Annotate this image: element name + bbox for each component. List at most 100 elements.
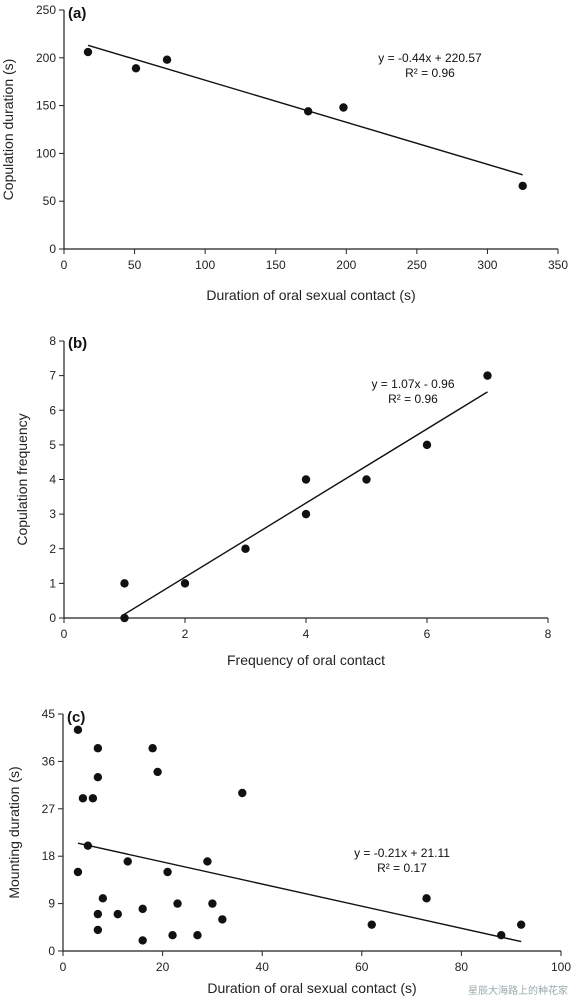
data-point	[93, 773, 103, 782]
r-squared-label: R² = 0.96	[405, 66, 455, 80]
y-tick-label: 1	[49, 576, 56, 590]
y-tick-label: 5	[49, 438, 56, 452]
scatter-panel-3: 0 9 18 27 36 45 0 20 40 60 80 100 Duration of oral s…	[6, 707, 571, 996]
data-point	[138, 904, 147, 914]
data-point	[218, 915, 227, 924]
data-point	[301, 509, 311, 519]
x-tick-label: 50	[128, 258, 142, 272]
data-point	[339, 103, 348, 112]
data-point	[138, 936, 147, 945]
y-tick-label: 4	[49, 473, 56, 487]
x-tick-label: 0	[61, 627, 68, 641]
x-tick-label: 80	[455, 960, 469, 974]
data-point	[238, 788, 247, 798]
x-tick-label: 8	[545, 627, 552, 641]
data-point	[78, 794, 88, 803]
y-tick-label: 50	[43, 194, 57, 208]
y-tick-label: 7	[49, 369, 56, 383]
panel-label: (a)	[68, 5, 86, 22]
y-tick-label: 200	[36, 51, 56, 65]
x-tick-label: 250	[407, 258, 427, 272]
data-point	[83, 47, 93, 57]
data-point	[516, 920, 526, 929]
trendline	[77, 842, 522, 943]
y-tick-label: 18	[42, 849, 56, 863]
x-tick-label: 6	[424, 627, 431, 641]
y-tick-label: 0	[49, 611, 56, 625]
x-tick-label: 20	[156, 960, 170, 974]
x-axis-label: Duration of oral sexual contact (s)	[206, 287, 415, 303]
data-point	[123, 857, 132, 866]
data-point	[131, 64, 141, 73]
data-point	[113, 909, 122, 919]
data-point	[422, 894, 431, 903]
y-tick-label: 45	[42, 707, 56, 721]
y-tick-label: 36	[42, 754, 56, 768]
watermark-text: 星辰大海路上的种花家	[468, 984, 568, 997]
y-tick-label: 2	[49, 542, 56, 556]
y-axis-label: Copulation frequency	[14, 413, 30, 545]
x-tick-label: 200	[336, 258, 356, 272]
x-tick-label: 100	[195, 258, 215, 272]
y-tick-label: 150	[36, 99, 56, 113]
x-axis-label: Duration of oral sexual contact (s)	[207, 980, 416, 996]
panel-label: (c)	[67, 709, 85, 726]
data-point	[241, 544, 250, 553]
scatter-panel-2: 0 1 2 3 4 5 6 7 8 0 2 4 6 8 Frequency of oral contact C…	[14, 334, 552, 668]
data-point	[163, 867, 172, 877]
data-point	[367, 920, 376, 929]
data-point	[203, 857, 212, 866]
y-tick-label: 0	[48, 944, 55, 958]
data-point	[98, 894, 108, 903]
data-point	[93, 744, 103, 753]
y-tick-label: 100	[36, 146, 56, 160]
data-point	[301, 475, 311, 484]
data-point	[73, 725, 83, 734]
r-squared-label: R² = 0.17	[377, 861, 427, 875]
data-point	[148, 744, 157, 753]
regression-equation: y = -0.21x + 21.11	[354, 846, 450, 860]
data-point	[88, 794, 98, 803]
data-point	[120, 579, 129, 588]
y-tick-label: 6	[49, 403, 56, 417]
scatter-panel-1: 0 50 100 150 200 250 0 50 100 150 200 250 300 350 Dura…	[0, 3, 568, 303]
data-point	[162, 55, 172, 64]
data-point	[173, 899, 182, 908]
data-point	[422, 440, 432, 450]
y-tick-label: 8	[49, 334, 56, 348]
x-tick-label: 100	[551, 960, 571, 974]
data-point	[168, 931, 177, 940]
y-axis-label: Copulation duration (s)	[0, 59, 16, 201]
y-tick-label: 3	[49, 507, 56, 521]
data-point	[483, 371, 492, 380]
data-point	[83, 841, 93, 850]
regression-equation: y = -0.44x + 220.57	[378, 51, 482, 65]
regression-equation: y = 1.07x - 0.96	[371, 377, 454, 391]
y-tick-label: 27	[42, 802, 56, 816]
x-tick-label: 40	[256, 960, 270, 974]
data-point	[193, 931, 202, 940]
data-point	[518, 181, 527, 191]
data-point	[497, 931, 506, 940]
data-point	[153, 767, 162, 777]
y-tick-label: 9	[48, 897, 55, 911]
y-tick-label: 250	[36, 3, 56, 17]
x-tick-label: 4	[303, 627, 310, 641]
x-tick-label: 0	[60, 960, 67, 974]
y-axis-label: Mounting duration (s)	[6, 766, 22, 898]
data-point	[93, 909, 103, 919]
data-point	[362, 475, 371, 484]
x-tick-label: 2	[182, 627, 189, 641]
data-point	[303, 107, 313, 116]
data-point	[208, 899, 217, 908]
x-axis-label: Frequency of oral contact	[227, 652, 385, 668]
trendline	[124, 391, 488, 615]
x-tick-label: 0	[61, 258, 68, 272]
x-tick-label: 60	[355, 960, 369, 974]
data-point	[93, 925, 103, 935]
data-point	[120, 613, 129, 623]
y-tick-label: 0	[49, 242, 56, 256]
x-tick-label: 350	[548, 258, 568, 272]
data-point	[73, 867, 83, 877]
